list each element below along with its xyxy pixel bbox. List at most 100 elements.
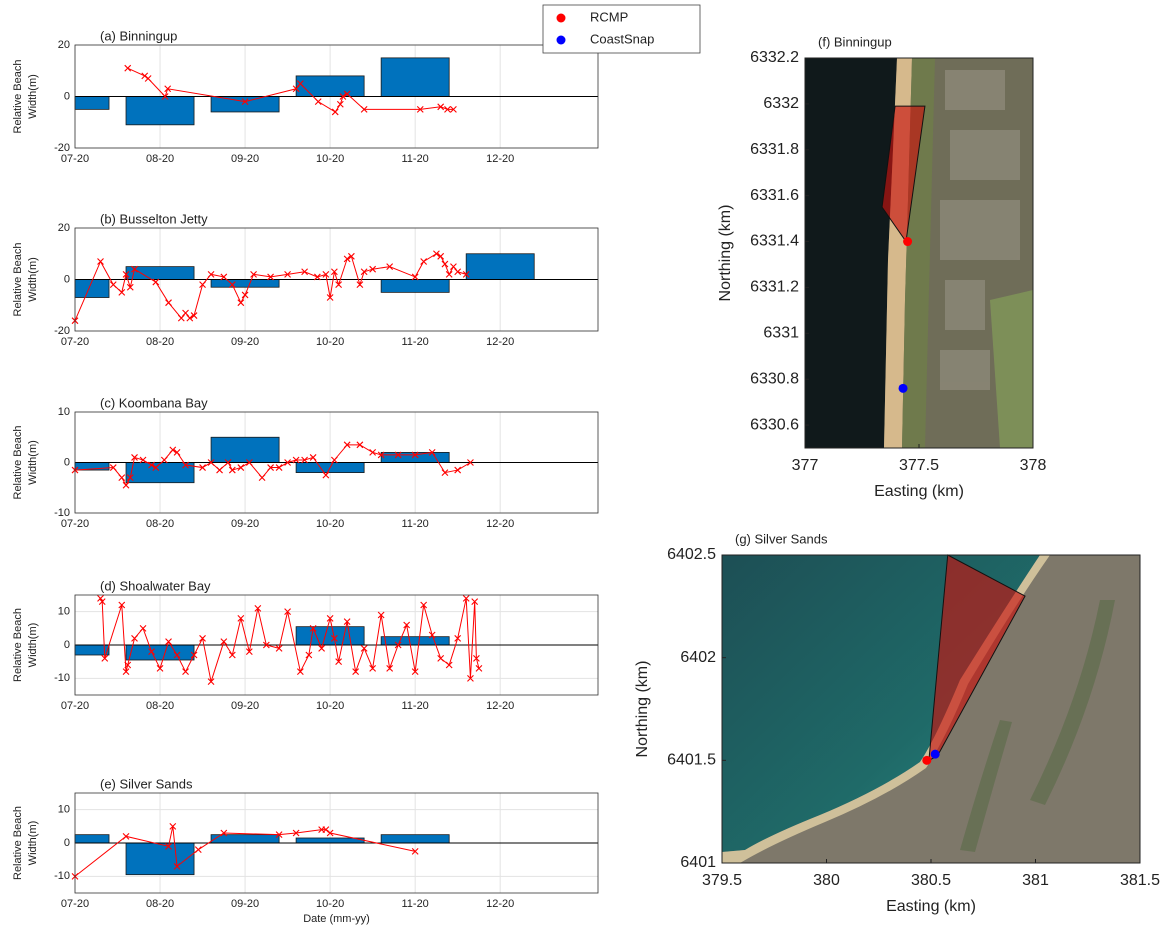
map-g-background: [722, 555, 1140, 863]
y-tick-label: -20: [54, 325, 70, 337]
chart-title: (d) Shoalwater Bay: [100, 578, 211, 593]
y-tick-label: 0: [64, 837, 70, 849]
y-axis-label: Width(m): [27, 74, 39, 119]
bar: [211, 437, 279, 462]
location-point: [903, 237, 912, 246]
figure: 07-2008-2009-2010-2011-2012-20-20020(a) …: [0, 0, 1168, 927]
y-tick-label: 0: [64, 639, 70, 651]
bar: [381, 280, 449, 293]
legend-label: CoastSnap: [590, 31, 654, 46]
y-tick-label: 6330.8: [750, 370, 799, 387]
chart-title: (e) Silver Sands: [100, 776, 193, 791]
x-tick-label: 09-20: [231, 898, 259, 910]
y-axis-label: Width(m): [27, 821, 39, 866]
x-tick-label: 08-20: [146, 898, 174, 910]
y-axis-label: Northing (km): [717, 205, 734, 302]
x-tick-label: 09-20: [231, 336, 259, 348]
y-tick-label: -20: [54, 142, 70, 154]
x-tick-label: 378: [1020, 457, 1047, 474]
y-axis-label: Relative Beach: [12, 806, 24, 880]
bar: [381, 835, 449, 843]
y-tick-label: 6401: [680, 854, 716, 871]
y-tick-label: 10: [58, 406, 70, 418]
x-tick-label: 11-20: [401, 153, 428, 165]
x-tick-label: 08-20: [146, 700, 174, 712]
y-tick-label: 20: [58, 39, 70, 51]
x-tick-label: 12-20: [486, 518, 514, 530]
y-tick-label: 10: [58, 804, 70, 816]
x-tick-label: 07-20: [61, 898, 89, 910]
y-axis-label: Width(m): [27, 623, 39, 668]
x-tick-label: 11-20: [401, 518, 428, 530]
bar: [211, 97, 279, 112]
y-tick-label: 20: [58, 222, 70, 234]
x-tick-label: 08-20: [146, 153, 174, 165]
bar: [296, 627, 364, 645]
y-axis-label: Relative Beach: [12, 60, 24, 134]
y-axis-label: Northing (km): [634, 661, 651, 758]
x-tick-label: 07-20: [61, 518, 89, 530]
x-tick-label: 11-20: [401, 898, 428, 910]
y-tick-label: -10: [54, 672, 70, 684]
bar: [466, 254, 534, 280]
y-tick-label: -10: [54, 507, 70, 519]
page: {"chart_data": [ {"type": "combo", "titl…: [0, 0, 1168, 927]
x-axis-label: Easting (km): [886, 898, 976, 915]
x-tick-label: 10-20: [316, 700, 344, 712]
x-tick-label: 10-20: [316, 518, 344, 530]
y-tick-label: 0: [64, 90, 70, 102]
chart-title: (g) Silver Sands: [735, 531, 828, 546]
y-tick-label: 0: [64, 456, 70, 468]
bar: [126, 843, 194, 875]
x-tick-label: 377.5: [899, 457, 939, 474]
y-tick-label: 10: [58, 606, 70, 618]
location-point: [931, 750, 940, 759]
location-point: [899, 384, 908, 393]
x-axis-label: Date (mm-yy): [303, 913, 370, 925]
y-tick-label: 6331.4: [750, 233, 799, 250]
y-tick-label: -10: [54, 870, 70, 882]
x-tick-label: 07-20: [61, 336, 89, 348]
bar: [126, 645, 194, 660]
x-tick-label: 379.5: [702, 872, 742, 889]
y-tick-label: 6332: [763, 95, 799, 112]
x-tick-label: 381: [1022, 872, 1049, 889]
y-axis-label: Width(m): [27, 440, 39, 485]
x-tick-label: 380.5: [911, 872, 951, 889]
bar: [126, 97, 194, 125]
x-tick-label: 10-20: [316, 336, 344, 348]
y-axis-label: Relative Beach: [12, 426, 24, 500]
bar: [296, 76, 364, 97]
chart-title: (c) Koombana Bay: [100, 395, 208, 410]
y-axis-label: Relative Beach: [12, 243, 24, 317]
legend-swatch: [557, 36, 566, 45]
y-tick-label: 6331.2: [750, 279, 799, 296]
y-tick-label: 6331: [763, 325, 799, 342]
x-tick-label: 12-20: [486, 700, 514, 712]
x-tick-label: 10-20: [316, 153, 344, 165]
x-tick-label: 09-20: [231, 700, 259, 712]
x-tick-label: 381.5: [1120, 872, 1160, 889]
x-tick-label: 08-20: [146, 518, 174, 530]
y-tick-label: 6331.6: [750, 187, 799, 204]
chart-title: (b) Busselton Jetty: [100, 211, 208, 226]
y-tick-label: 6402.5: [667, 546, 716, 563]
legend-label: RCMP: [590, 9, 628, 24]
y-tick-label: 0: [64, 273, 70, 285]
x-tick-label: 08-20: [146, 336, 174, 348]
x-tick-label: 12-20: [486, 898, 514, 910]
bar: [126, 463, 194, 483]
x-tick-label: 07-20: [61, 700, 89, 712]
chart-title: (f) Binningup: [818, 34, 892, 49]
x-tick-label: 12-20: [486, 336, 514, 348]
y-tick-label: 6330.6: [750, 416, 799, 433]
x-tick-label: 377: [792, 457, 819, 474]
bar: [296, 838, 364, 843]
x-tick-label: 07-20: [61, 153, 89, 165]
bar: [75, 835, 109, 843]
x-tick-label: 09-20: [231, 153, 259, 165]
x-tick-label: 09-20: [231, 518, 259, 530]
x-tick-label: 11-20: [401, 336, 428, 348]
bar: [211, 280, 279, 288]
x-tick-label: 11-20: [401, 700, 428, 712]
